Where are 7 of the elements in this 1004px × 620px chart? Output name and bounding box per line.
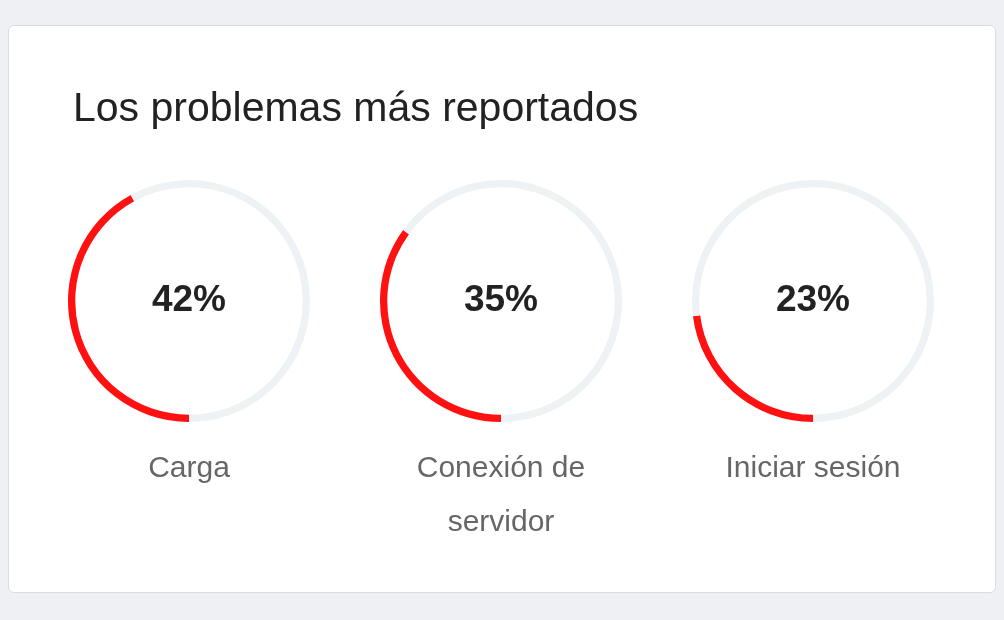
chart-title: Los problemas más reportados xyxy=(73,84,639,131)
text: 23% xyxy=(775,278,851,320)
slice-label: Iniciar sesión xyxy=(724,449,902,485)
slice-label: Carga xyxy=(147,449,231,485)
slice-label: Conexión de servidor xyxy=(415,449,587,539)
text: 35% xyxy=(463,278,539,320)
text: 42% xyxy=(151,278,227,320)
